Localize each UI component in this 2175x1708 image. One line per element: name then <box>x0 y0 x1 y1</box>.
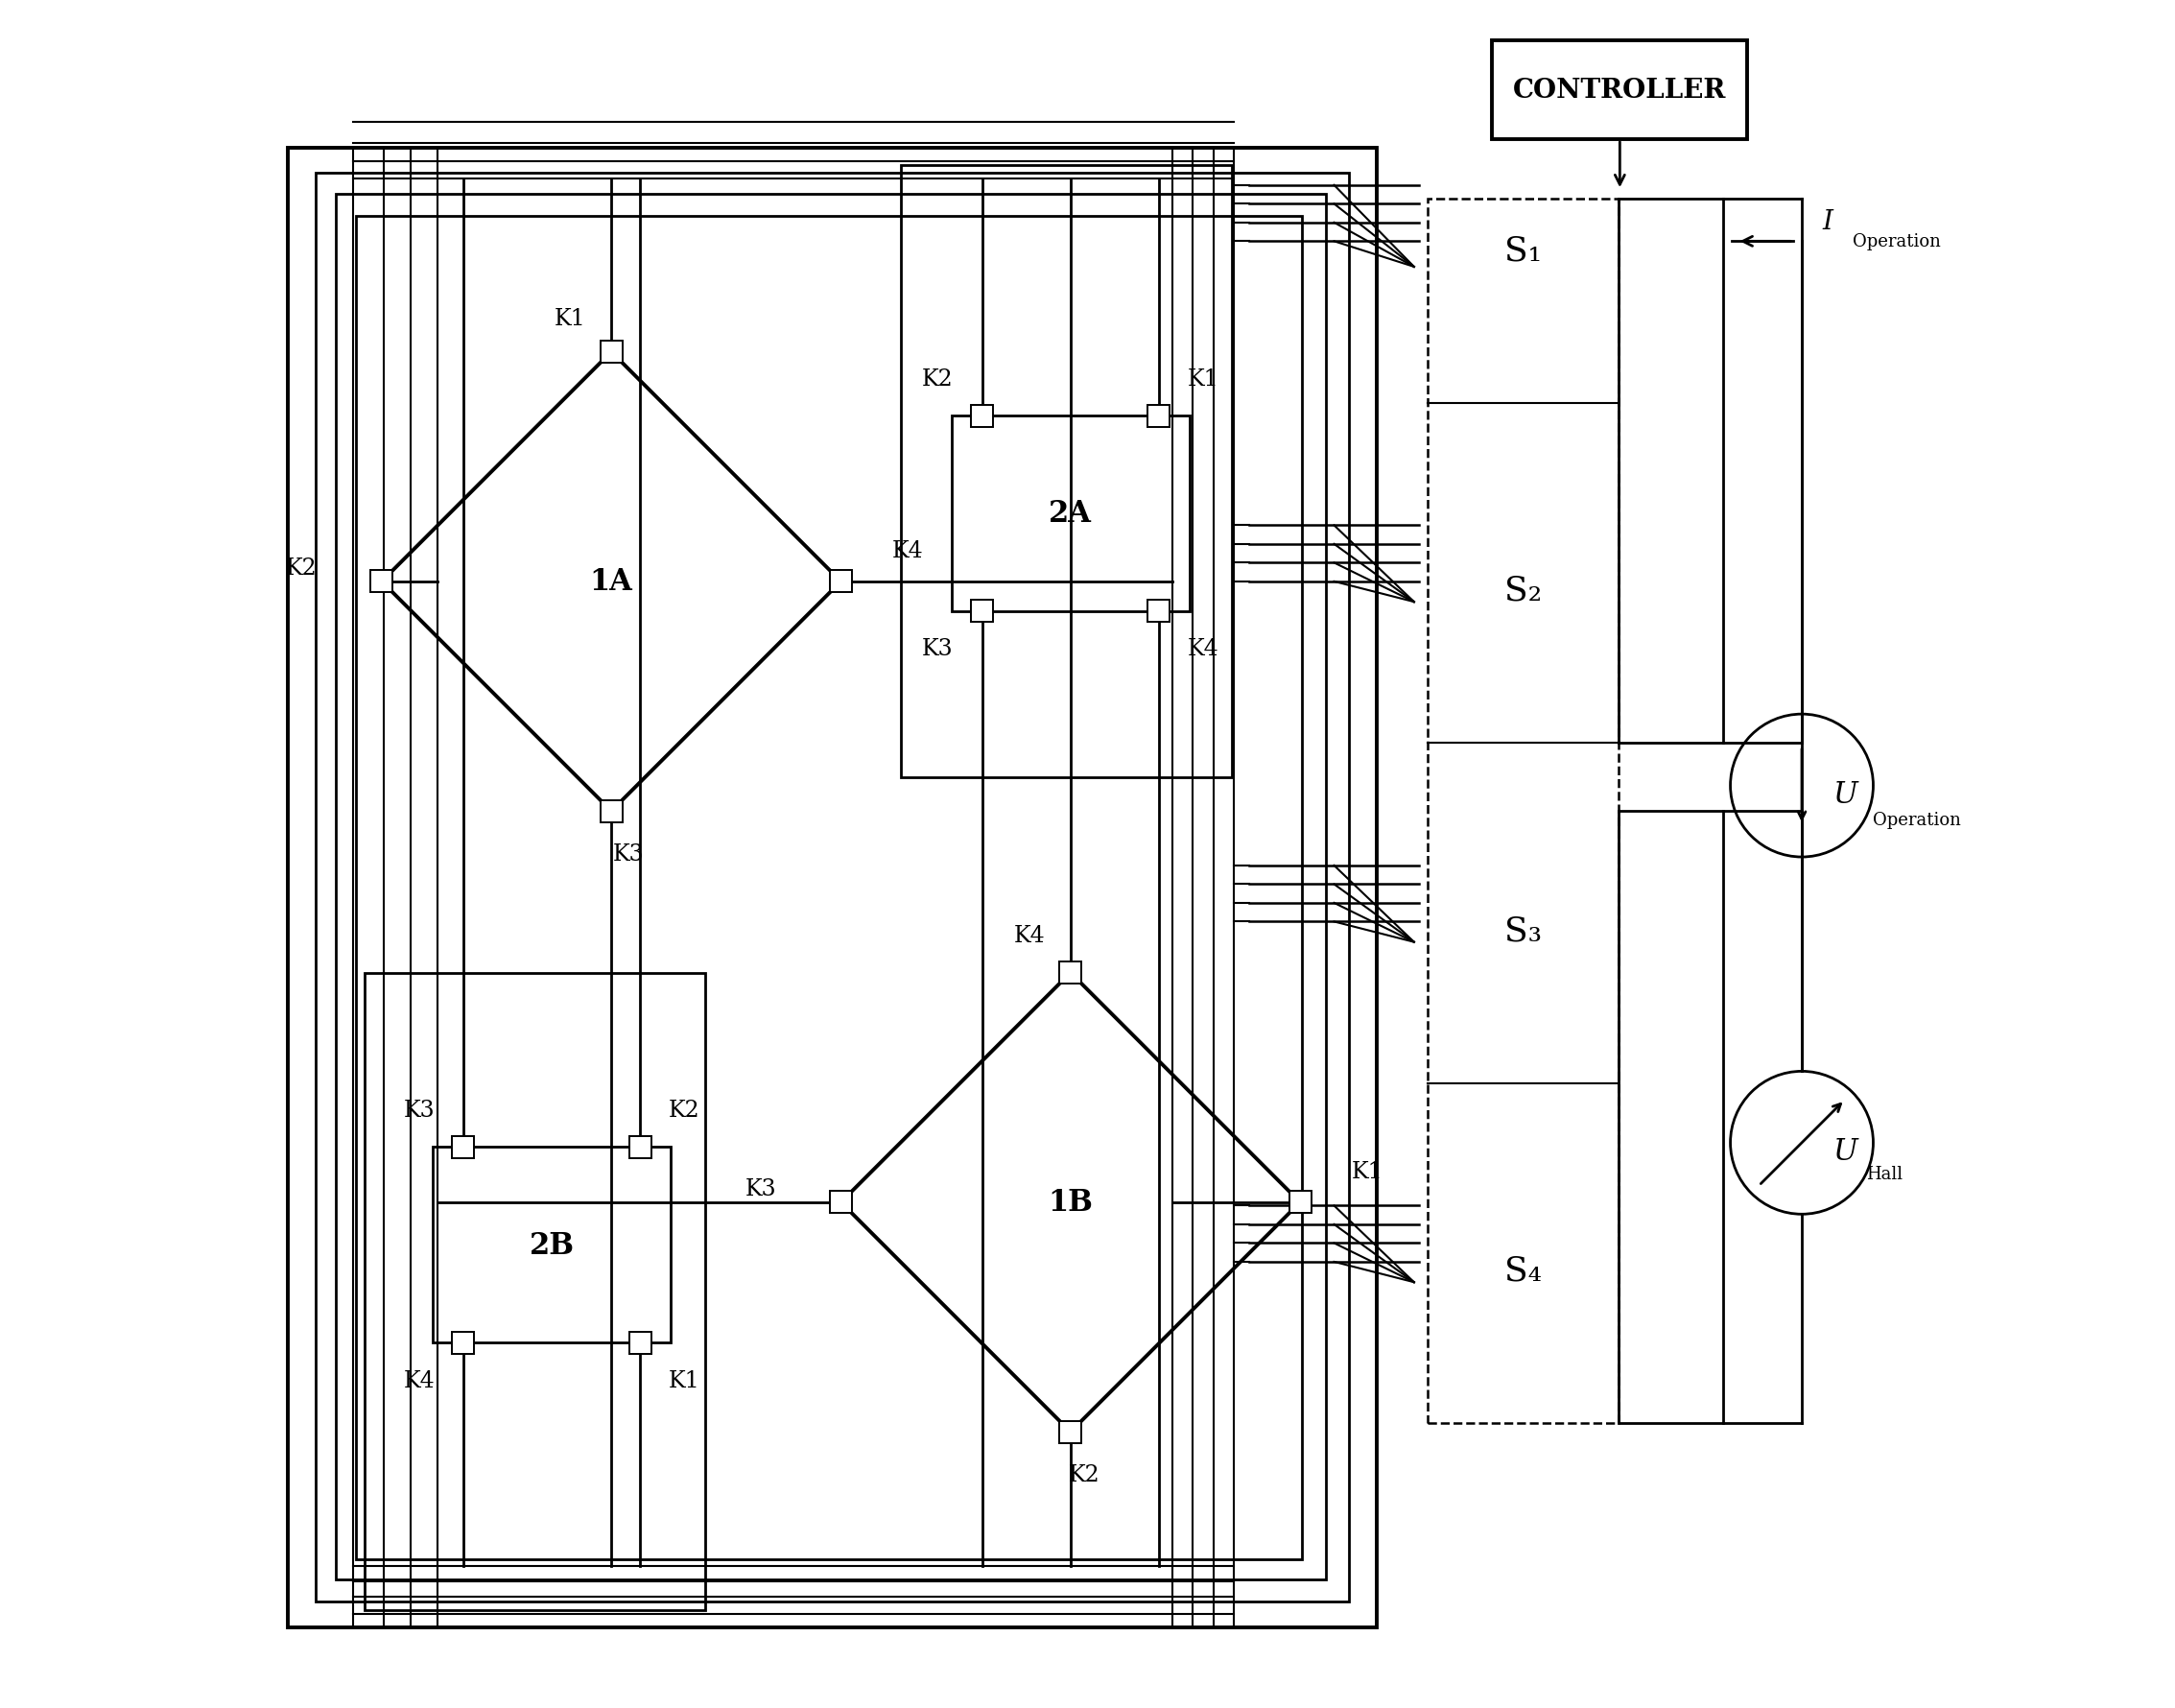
Bar <box>900 166 1231 777</box>
Text: K3: K3 <box>746 1179 776 1201</box>
Bar <box>370 570 394 593</box>
Bar <box>1492 41 1747 140</box>
Bar <box>970 405 994 427</box>
Text: U: U <box>1831 1136 1857 1167</box>
Bar <box>365 974 705 1611</box>
Bar <box>1148 405 1170 427</box>
Text: K3: K3 <box>405 1098 435 1120</box>
Bar <box>1148 601 1170 623</box>
Text: K3: K3 <box>613 844 644 864</box>
Text: K1: K1 <box>1188 367 1218 389</box>
Bar <box>600 342 622 364</box>
Bar <box>1427 200 1618 1423</box>
Text: 1B: 1B <box>1048 1187 1094 1218</box>
Text: K4: K4 <box>1014 924 1046 946</box>
Bar <box>600 801 622 823</box>
Bar <box>452 1136 474 1158</box>
Bar <box>433 1148 670 1342</box>
Bar <box>970 601 994 623</box>
Bar <box>452 1332 474 1354</box>
Text: K2: K2 <box>922 367 953 389</box>
Text: CONTROLLER: CONTROLLER <box>1514 79 1727 104</box>
Bar <box>1618 200 1723 743</box>
Text: K4: K4 <box>402 1370 435 1392</box>
Text: K1: K1 <box>555 307 587 330</box>
Text: K1: K1 <box>668 1370 700 1392</box>
Text: K3: K3 <box>922 639 953 661</box>
Text: Hall: Hall <box>1866 1165 1903 1182</box>
Text: S₃: S₃ <box>1505 914 1542 946</box>
Bar <box>335 195 1325 1580</box>
Bar <box>629 1332 650 1354</box>
Bar <box>950 417 1190 611</box>
Text: Operation: Operation <box>1873 811 1962 828</box>
Text: 2A: 2A <box>1048 499 1092 529</box>
Bar <box>287 149 1377 1628</box>
Text: I: I <box>1823 208 1834 234</box>
Text: K2: K2 <box>668 1098 700 1120</box>
Bar <box>1618 811 1723 1423</box>
Text: S₄: S₄ <box>1505 1254 1542 1286</box>
Text: K2: K2 <box>1068 1464 1101 1486</box>
Text: S₁: S₁ <box>1505 234 1542 266</box>
Text: K4: K4 <box>892 540 924 562</box>
Text: K4: K4 <box>1188 639 1218 661</box>
Text: K1: K1 <box>1351 1161 1383 1184</box>
Text: U: U <box>1831 779 1857 810</box>
Bar <box>629 1136 650 1158</box>
Bar <box>1059 1421 1081 1443</box>
Text: 1A: 1A <box>589 567 633 596</box>
Text: S₂: S₂ <box>1505 574 1542 606</box>
Bar <box>831 570 853 593</box>
Bar <box>831 1192 853 1214</box>
Bar <box>315 174 1348 1602</box>
Text: K2: K2 <box>285 557 318 579</box>
Text: Operation: Operation <box>1853 234 1940 251</box>
Bar <box>1290 1192 1312 1214</box>
Bar <box>357 217 1303 1559</box>
Bar <box>1059 962 1081 984</box>
Text: 2B: 2B <box>529 1230 574 1261</box>
